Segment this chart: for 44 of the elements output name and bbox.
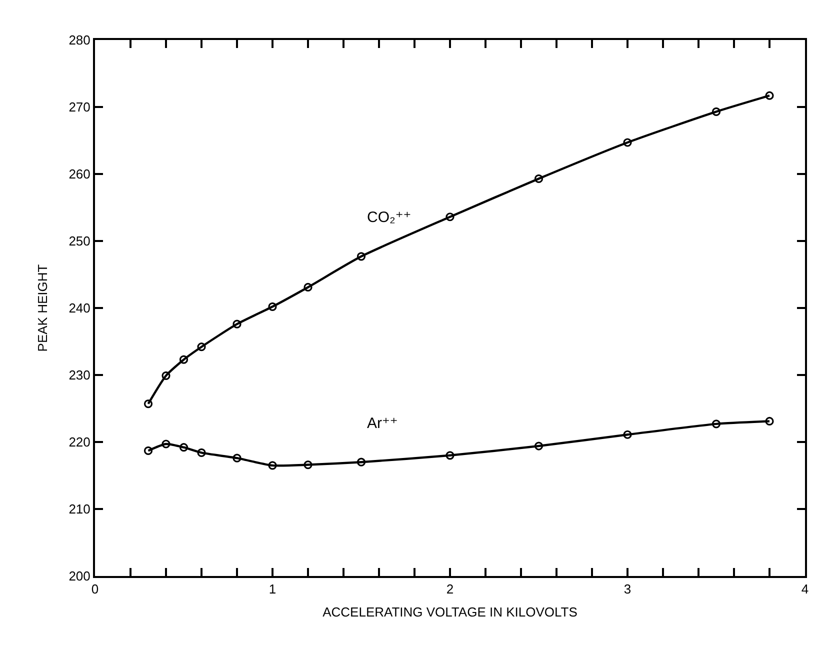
point: [179, 443, 188, 452]
x-tick-label: 1: [268, 582, 276, 597]
series-label: CO₂⁺⁺: [367, 209, 412, 226]
y-tick-label: 250: [68, 234, 90, 249]
x-tick-label: 2: [446, 582, 454, 597]
point: [304, 460, 312, 470]
point: [268, 302, 277, 311]
point: [144, 446, 153, 456]
point: [623, 138, 632, 147]
y-tick-label: 230: [68, 368, 90, 383]
point: [446, 212, 454, 222]
point: [356, 458, 366, 466]
point: [197, 342, 206, 352]
point: [144, 400, 153, 408]
point: [623, 430, 632, 439]
point: [179, 355, 188, 364]
x-axis-title: ACCELERATING VOLTAGE IN KILOVOLTS: [322, 604, 578, 620]
point: [712, 107, 721, 116]
x-tick-label: 0: [91, 582, 99, 597]
point: [765, 91, 774, 100]
point: [765, 416, 774, 426]
point: [304, 282, 312, 292]
y-tick-label: 270: [68, 100, 90, 115]
y-tick-label: 200: [68, 568, 90, 584]
y-tick-label: 260: [68, 166, 90, 182]
point: [356, 252, 366, 261]
x-tick-label: 3: [624, 582, 632, 597]
point: [232, 454, 242, 462]
y-axis-title: PEAK HEIGHT: [35, 264, 50, 352]
y-tick-label: 240: [68, 300, 90, 316]
point: [712, 420, 721, 428]
point: [446, 451, 454, 460]
x-tick-label: 4: [801, 582, 809, 597]
y-tick-label: 280: [68, 32, 90, 48]
point: [162, 440, 170, 448]
point: [534, 174, 544, 183]
y-tick-label: 220: [68, 434, 90, 450]
y-tick-label: 210: [68, 502, 90, 517]
point: [534, 442, 544, 450]
point: [162, 371, 170, 380]
point: [232, 320, 242, 328]
point: [197, 448, 206, 458]
point: [268, 461, 277, 470]
series-label: Ar⁺⁺: [367, 415, 398, 432]
